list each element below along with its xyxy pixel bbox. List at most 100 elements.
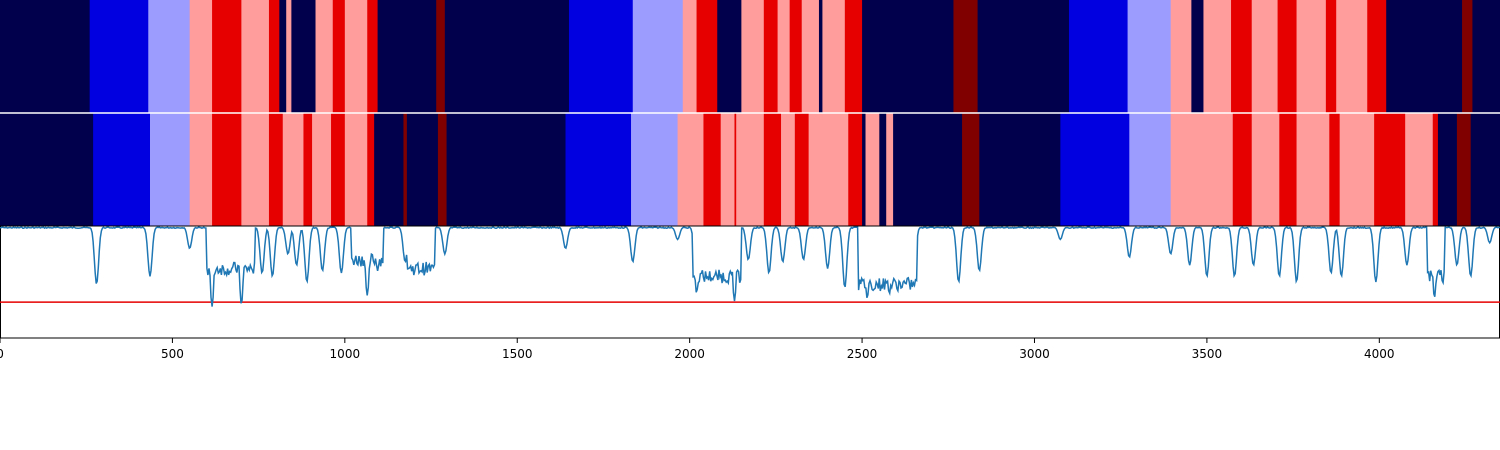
series-line [0,226,1500,307]
heatmap-segment [886,113,894,226]
heatmap-segment [279,0,287,113]
heatmap-track-bottom [0,113,1500,226]
heatmap-segment [717,0,742,113]
heatmap-segment [1462,0,1473,113]
heatmap-segment [241,113,270,226]
heatmap-segment [1325,0,1337,113]
heatmap-segment [763,113,782,226]
heatmap-segment [1374,113,1406,226]
heatmap-segment [331,113,346,226]
heatmap-segment [1329,113,1341,226]
x-tick-label: 1500 [502,347,533,361]
heatmap-segment [818,0,823,113]
heatmap-segment [1203,0,1232,113]
heatmap-segment [568,0,634,113]
heatmap-segment [344,113,368,226]
heatmap-segment [374,113,404,226]
heatmap-segment [1367,0,1387,113]
heatmap-segment [93,113,151,226]
x-tick-label: 3000 [1019,347,1050,361]
heatmap-segment [1129,113,1172,226]
heatmap-segment [844,0,863,113]
heatmap-segment [406,113,439,226]
heatmap-segment [953,0,978,113]
heatmap-segment [1231,0,1253,113]
heatmap-segment [962,113,980,226]
x-tick-label: 500 [161,347,184,361]
heatmap-track-top [0,0,1500,113]
heatmap-segment [808,113,849,226]
heatmap-segment [1472,0,1500,113]
heatmap-segment [736,113,765,226]
heatmap-segment [1405,113,1434,226]
heatmap-segment [0,113,94,226]
heatmap-segment [212,113,242,226]
heatmap-segment [189,0,213,113]
heatmap-segment [1296,113,1330,226]
heatmap-segment [444,0,570,113]
x-tick-label: 1000 [330,347,361,361]
heatmap-segment [977,0,1070,113]
heatmap-segment [241,0,270,113]
heatmap-segment [979,113,1061,226]
heatmap-segment [632,0,684,113]
heatmap-segment [1386,0,1463,113]
heatmap-segment [825,0,846,113]
heatmap-segment [150,113,191,226]
heatmap-segment [801,0,820,113]
heatmap-segment [1470,113,1500,226]
line-panel [0,225,1500,339]
heatmap-segment [1456,113,1472,226]
heatmap-segment [777,0,791,113]
heatmap-segment [1251,113,1280,226]
heatmap-segment [734,113,737,226]
heatmap-segment [703,113,722,226]
heatmap-segment [1068,0,1128,113]
heatmap-segment [148,0,191,113]
heatmap-segment [1432,113,1439,226]
heatmap-segment [848,113,863,226]
heatmap-segment [565,113,632,226]
heatmap-segment [268,0,280,113]
heatmap-segment [682,0,697,113]
heatmap-segment [403,113,408,226]
heatmap-segment [781,113,796,226]
x-tick-label: 2000 [674,347,705,361]
heatmap-segment [763,0,778,113]
heatmap-segment [1277,0,1297,113]
heatmap-segment [332,0,346,113]
heatmap-segment [436,0,446,113]
heatmap-segment [741,0,765,113]
heatmap-segment [789,0,803,113]
heatmap-segment [862,113,866,226]
heatmap-segment [291,0,316,113]
heatmap-segment [1437,113,1458,226]
heatmap-segment [893,113,963,226]
heatmap-segment [1127,0,1172,113]
x-tick-label: 3500 [1192,347,1223,361]
heatmap-segment [303,113,313,226]
heatmap-segment [862,0,954,113]
heatmap-segment [1336,0,1368,113]
heatmap-segment [367,113,375,226]
heatmap-segment [1296,0,1327,113]
heatmap-segment [720,113,735,226]
heatmap-segment [631,113,678,226]
heatmap-segment [367,0,378,113]
heatmap-segment [696,0,718,113]
heatmap-segment [344,0,368,113]
heatmap-segment [865,113,880,226]
heatmap-segment [1279,113,1297,226]
heatmap-segment [446,113,566,226]
heatmap-segment [286,0,292,113]
heatmap-segment [1251,0,1278,113]
heatmap-segment [794,113,810,226]
line-panel-frame [0,225,1500,339]
heatmap-segment [189,113,213,226]
x-tick-label: 0 [0,347,4,361]
heatmap-segment [89,0,149,113]
heatmap-segment [1232,113,1253,226]
x-axis: 0 500 1000 1500 2000 2500 3000 3500 4000 [0,337,1500,361]
heatmap-segment [1170,113,1234,226]
